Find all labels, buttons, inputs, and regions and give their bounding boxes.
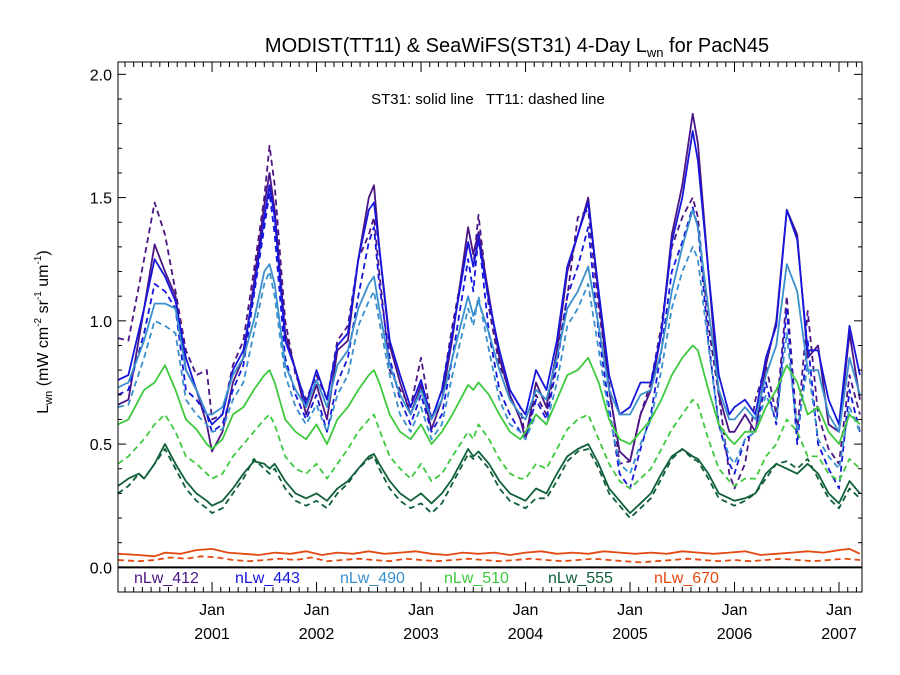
plot-frame [117, 61, 863, 593]
svg-text:Lwn (mW cm-2 sr-1 um-1): Lwn (mW cm-2 sr-1 um-1) [33, 250, 55, 413]
series-line-nLw_443-dashed [117, 191, 861, 490]
y-tick-label: 1.5 [90, 191, 112, 208]
x-tick-label-month: Jan [408, 602, 434, 619]
x-tick-label-year: 2005 [612, 626, 648, 643]
legend: nLw_412 nLw_443 nLw_490 nLw_510 nLw_555 nLw_6… [134, 570, 719, 587]
x-tick-label-year: 2004 [508, 626, 544, 643]
x-tick-label-year: 2002 [299, 626, 335, 643]
legend-label-nLw_670: nLw_670 [654, 570, 719, 587]
series-line-nLw_490-dashed [117, 245, 861, 475]
series-line-nLw_555-dashed [117, 448, 861, 519]
chart-title-tail: for PacN45 [663, 35, 769, 57]
y-axis-label-unit-b: sr [35, 299, 52, 317]
series-line-nLw_670-solid [117, 548, 861, 558]
series-line-nLw_555-solid [117, 443, 861, 514]
x-tick-label-year: 2006 [717, 626, 753, 643]
y-axis-label-sup2: -1 [33, 291, 44, 300]
x-tick-label-month: Jan [722, 602, 748, 619]
series-line-nLw_670-dashed [117, 555, 860, 564]
chart-annotation: ST31: solid line TT11: dashed line [371, 91, 605, 108]
chart-title-subscript: wn [646, 45, 664, 60]
y-axis-label-close: ) [35, 250, 52, 255]
axes: 0.0 0.5 1.0 1.5 2.0 Jan 2001 Jan 2002 Jan 2003 Jan 2… [90, 61, 863, 643]
chart-title: MODIST(TT11) & SeaWiFS(ST31) 4-Day Lwn f… [265, 35, 769, 60]
chart-title-main: MODIST(TT11) & SeaWiFS(ST31) 4-Day L [265, 35, 647, 57]
x-tick-label-year: 2001 [194, 626, 230, 643]
series-line-nLw_510-dashed [117, 398, 861, 490]
legend-label-nLw_555: nLw_555 [548, 570, 613, 587]
x-tick-label-month: Jan [513, 602, 539, 619]
legend-label-nLw_490: nLw_490 [340, 570, 405, 587]
legend-label-nLw_412: nLw_412 [134, 570, 199, 587]
x-tick-label-year: 2003 [403, 626, 439, 643]
y-tick-label: 1.0 [90, 314, 112, 331]
y-tick-label: 0.0 [90, 560, 112, 577]
y-axis-label-sub: wn [43, 391, 55, 406]
x-tick-label-year: 2007 [821, 626, 857, 643]
x-tick-label-month: Jan [617, 602, 643, 619]
x-tick-label-month: Jan [199, 602, 225, 619]
y-axis-label-L: L [35, 405, 52, 414]
x-tick-label-month: Jan [826, 602, 852, 619]
legend-label-nLw_443: nLw_443 [235, 570, 300, 587]
y-axis-label-unit-c: um [35, 265, 52, 292]
y-axis-label-unit-a: (mW cm [35, 327, 52, 391]
series-line-nLw_510-solid [117, 344, 861, 450]
series-line-nLw_490-solid [117, 208, 861, 433]
y-tick-label: 2.0 [90, 67, 112, 84]
y-axis-label-sup1: -2 [33, 317, 44, 326]
y-tick-label: 0.5 [90, 437, 112, 454]
legend-label-nLw_510: nLw_510 [444, 570, 509, 587]
y-axis-label-sup3: -1 [33, 255, 44, 264]
x-tick-label-month: Jan [304, 602, 330, 619]
y-axis-label: Lwn (mW cm-2 sr-1 um-1) [33, 250, 55, 413]
plot-lines [117, 112, 861, 564]
series-line-nLw_443-solid [117, 130, 861, 426]
